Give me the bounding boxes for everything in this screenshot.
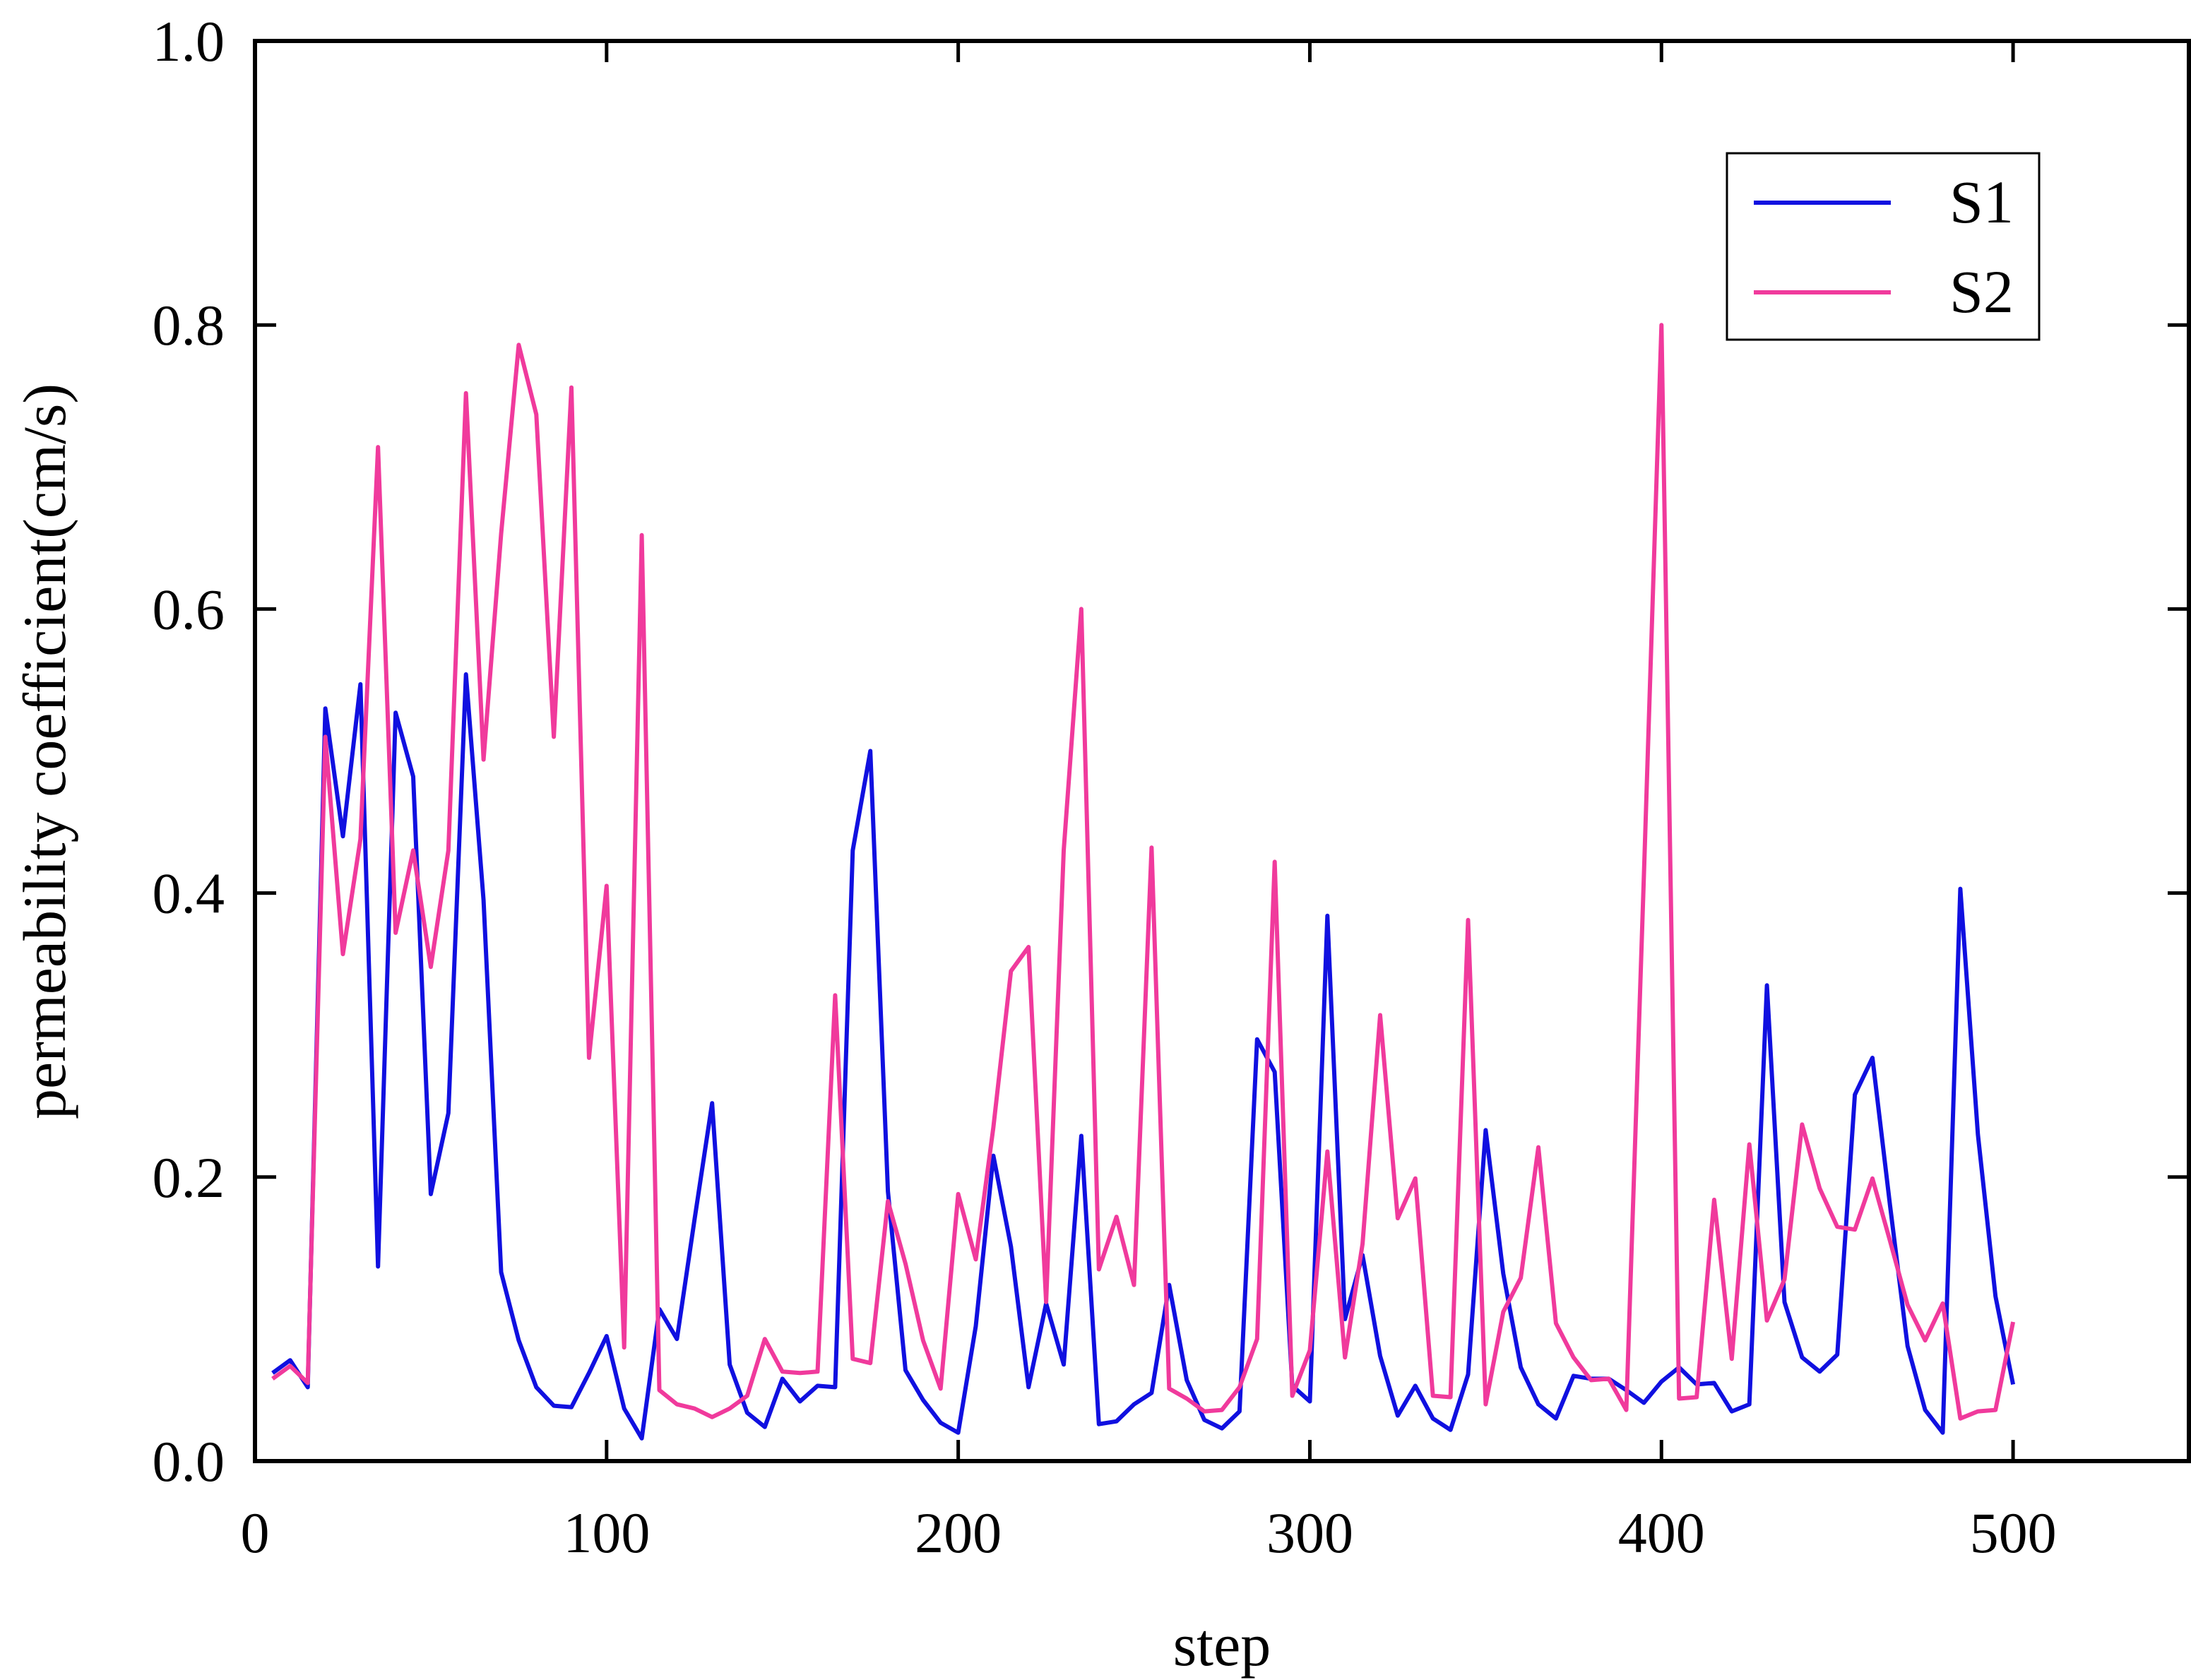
y-tick-label: 0.0: [153, 1429, 225, 1494]
x-tick-label: 500: [1970, 1501, 2057, 1565]
series-line-s1: [271, 672, 2016, 1441]
legend-box: [1726, 152, 2041, 341]
series-line-s2: [271, 323, 2016, 1421]
y-axis-label: permeability coefficient(cm/s): [11, 383, 78, 1119]
ticks-layer: [253, 39, 2189, 1463]
y-tick-label: 0.6: [153, 577, 225, 641]
x-tick-label: 100: [563, 1501, 650, 1565]
y-tick-label: 0.4: [153, 862, 225, 926]
legend-label-s1: S1: [1949, 168, 2014, 236]
x-tick-label: 400: [1618, 1501, 1705, 1565]
y-tick-label: 0.2: [153, 1145, 225, 1210]
x-axis-label: step: [1173, 1611, 1271, 1679]
y-tick-label: 1.0: [153, 9, 225, 73]
plot-frame: [253, 39, 2191, 1463]
y-tick-label: 0.8: [153, 293, 225, 357]
series-layer: [271, 323, 2016, 1441]
x-tick-label: 200: [915, 1501, 1002, 1565]
x-tick-label: 300: [1266, 1501, 1353, 1565]
legend-label-s2: S2: [1949, 258, 2014, 326]
x-tick-label: 0: [241, 1501, 270, 1565]
tick-labels-layer: 0 100 200 300 400 500 0.0 0.2 0.4 0.6 0.8 1.0: [153, 9, 2057, 1565]
legend: S1 S2: [1726, 152, 2041, 341]
